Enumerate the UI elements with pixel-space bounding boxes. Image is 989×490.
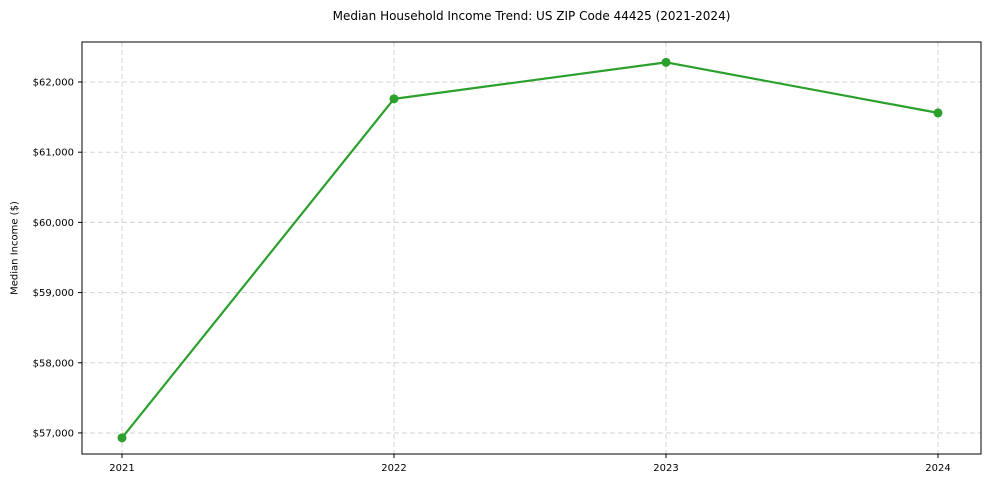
x-tick-label: 2023 (653, 463, 678, 474)
y-tick-label: $62,000 (33, 78, 74, 89)
income-trend-line (120, 61, 940, 439)
y-tick-label: $60,000 (33, 218, 74, 229)
x-tick-label: 2022 (381, 463, 406, 474)
chart-title: Median Household Income Trend: US ZIP Co… (332, 9, 731, 23)
plot-border (81, 41, 982, 455)
y-tick-label: $58,000 (33, 358, 74, 369)
data-point-marker (117, 433, 127, 443)
data-point-marker (933, 108, 943, 118)
data-point-marker (389, 94, 399, 104)
y-tick-label: $59,000 (33, 288, 74, 299)
data-point-marker (661, 57, 671, 67)
y-tick-label: $57,000 (33, 428, 74, 439)
x-tick-label: 2021 (109, 463, 134, 474)
y-tick-label: $61,000 (33, 148, 74, 159)
x-tick-label: 2024 (925, 463, 950, 474)
